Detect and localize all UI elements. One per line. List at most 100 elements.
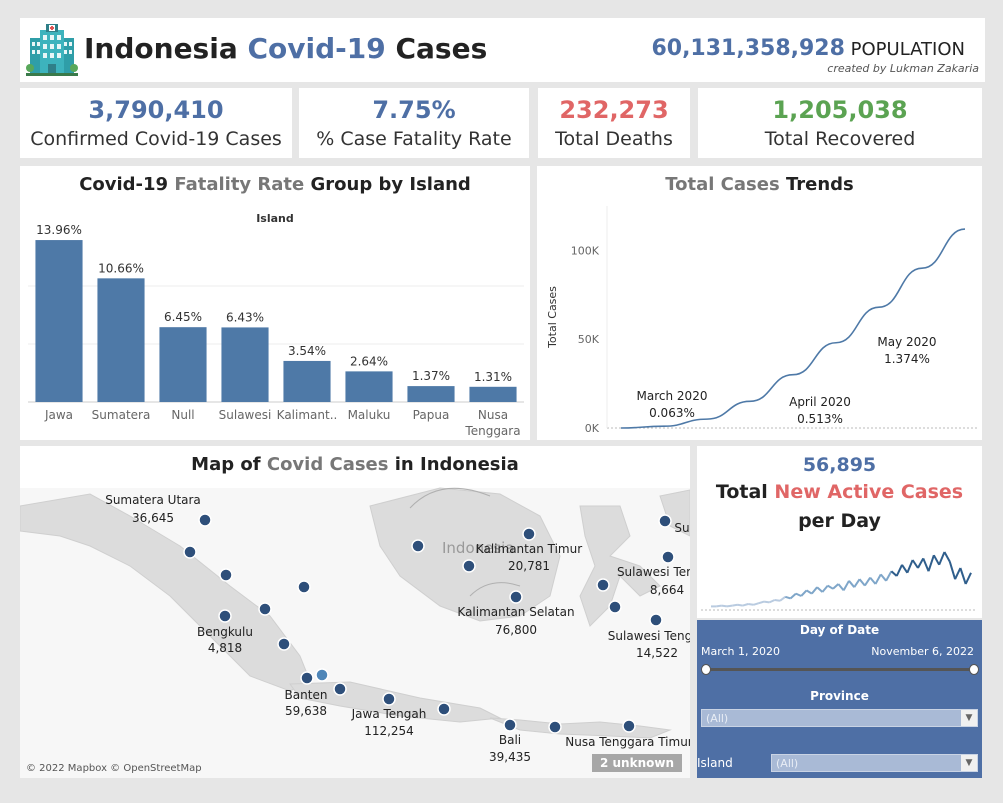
map-label: Sulawesi Ter	[617, 565, 690, 579]
sparkline-segment	[948, 561, 957, 580]
map-marker	[622, 719, 636, 733]
map-marker	[596, 578, 610, 592]
annotation-label: April 2020	[789, 395, 851, 409]
map-marker	[218, 609, 232, 623]
map-marker	[300, 671, 314, 685]
date-range-slider[interactable]	[707, 668, 975, 671]
map-label-value: 4,818	[208, 641, 242, 655]
bar-4[interactable]	[283, 360, 331, 402]
chevron-down-icon[interactable]: ▼	[961, 710, 977, 726]
category-label: Sulawesi	[219, 408, 272, 422]
map-marker	[522, 527, 536, 541]
active-cases-title: Total New Active Cases per Day	[715, 481, 964, 532]
kpi-label: Total Recovered	[764, 128, 916, 150]
y-tick-label: 0K	[585, 422, 600, 435]
indonesia-map[interactable]: Indonesia S	[20, 446, 690, 778]
sparkline-segment	[848, 580, 856, 588]
annotation-label: May 2020	[877, 335, 936, 349]
map-markers	[183, 513, 675, 734]
population-label: POPULATION	[844, 39, 965, 60]
sparkline-segment	[874, 573, 882, 585]
map-marker	[297, 580, 311, 594]
bar-6[interactable]	[407, 386, 455, 402]
map-marker	[658, 514, 672, 528]
bar-value-label: 1.31%	[474, 370, 512, 384]
sparkline-segment	[922, 558, 930, 572]
bar-1[interactable]	[97, 278, 145, 402]
bar-value-label: 6.43%	[226, 310, 264, 324]
y-tick-label: 50K	[578, 333, 600, 346]
hospital-building-icon	[26, 24, 78, 76]
bar-value-label: 10.66%	[98, 261, 144, 275]
map-label-value: 36,645	[132, 511, 174, 525]
map-marker	[437, 702, 451, 716]
map-marker	[382, 692, 396, 706]
sparkline-segment	[779, 596, 786, 602]
fatality-rate-chart-panel: Covid-19 Fatality Rate Group by Island I…	[20, 166, 530, 440]
bar-value-label: 6.45%	[164, 310, 202, 324]
bar-7[interactable]	[469, 386, 517, 402]
chevron-down-icon[interactable]: ▼	[961, 755, 977, 771]
annotation-value: 0.063%	[649, 406, 695, 420]
map-label-value: 8,664	[650, 583, 684, 597]
annotation-value: 0.513%	[797, 412, 843, 426]
sparkline-segment	[906, 559, 914, 574]
map-label: Sumatera Utara	[105, 493, 201, 507]
trend-line	[620, 228, 966, 429]
map-label: Banten	[285, 688, 328, 702]
sparkline-segment	[885, 570, 893, 582]
map-labels: Sumatera Utara 36,645 Bengkulu 4,818 Ban…	[105, 493, 690, 764]
sparkline-segment	[858, 578, 866, 587]
map-title: Map of Covid Cases in Indonesia	[191, 454, 519, 475]
unknown-locations-badge[interactable]: 2 unknown	[591, 754, 682, 772]
sparkline-segment	[864, 577, 872, 587]
category-label: Maluku	[348, 408, 391, 422]
sparkline-segment	[816, 586, 824, 593]
slider-end-handle[interactable]	[969, 664, 979, 675]
sparkline-segment	[959, 567, 967, 585]
sparkline-segment	[911, 559, 919, 569]
sparkline-segment	[827, 584, 834, 590]
bar-value-label: 2.64%	[350, 354, 388, 368]
sparkline-segment	[789, 592, 797, 600]
kpi-label: Total Deaths	[555, 128, 673, 150]
province-dropdown[interactable]: (All) ▼	[701, 709, 978, 727]
sparkline-segment	[932, 554, 941, 566]
map-marker	[608, 600, 622, 614]
sparkline-segment	[869, 576, 877, 585]
sparkline-segment	[742, 603, 749, 607]
category-label: Nusa	[478, 408, 508, 422]
island-dropdown[interactable]: (All) ▼	[771, 754, 978, 772]
bar-value-label: 13.96%	[36, 223, 82, 237]
annotation-value: 1.374%	[884, 352, 930, 366]
map-marker	[509, 590, 523, 604]
bar-5[interactable]	[345, 371, 393, 402]
map-marker	[333, 682, 347, 696]
slider-start-handle[interactable]	[701, 664, 711, 675]
bar-2[interactable]	[159, 327, 207, 402]
map-marker	[198, 513, 212, 527]
date-filter-header: Day of Date	[799, 623, 880, 637]
map-label: Bali	[499, 733, 521, 747]
kpi-label: Confirmed Covid-19 Cases	[30, 128, 282, 150]
active-cases-value: 56,895	[802, 454, 877, 476]
axis-title: Island	[256, 212, 294, 225]
kpi-label: % Case Fatality Rate	[316, 128, 512, 150]
map-label: Bengkulu	[197, 625, 253, 639]
sparkline-segment	[721, 604, 728, 608]
map-marker	[315, 668, 329, 682]
map-label: Nusa Tenggara Timur	[565, 735, 690, 749]
sparkline-segment	[842, 580, 850, 591]
category-label: Tenggara	[464, 424, 520, 438]
map-marker	[277, 637, 291, 651]
province-selected-value: (All)	[706, 712, 729, 725]
total-cases-trend-panel: Total Cases Trends 100K 50K 0K Total Cases M…	[537, 166, 982, 440]
annotation-label: March 2020	[637, 389, 708, 403]
new-active-cases-panel: 56,895 Total New Active Cases per Day	[697, 446, 982, 618]
kpi-value: 1,205,038	[772, 96, 908, 124]
category-label: Kalimant..	[277, 408, 338, 422]
sparkline-segment	[768, 599, 776, 604]
bar-3[interactable]	[221, 327, 269, 402]
sparkline-segment	[737, 603, 743, 607]
bar-0[interactable]	[35, 240, 83, 402]
